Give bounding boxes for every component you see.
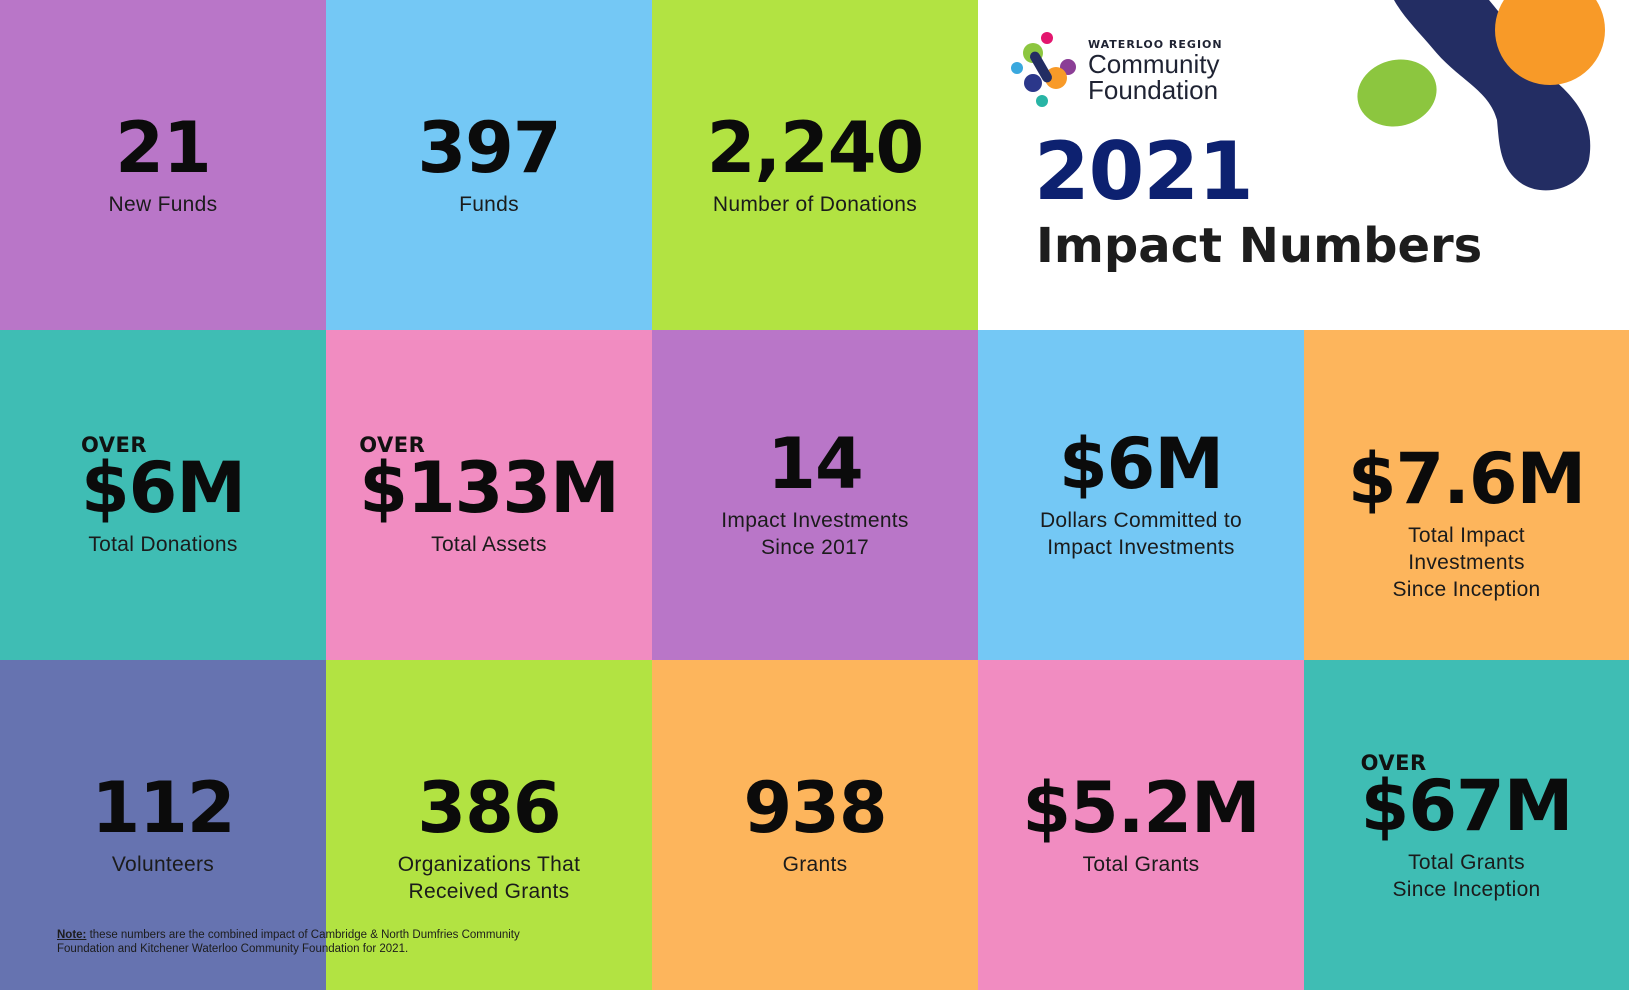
- footnote-text: these numbers are the combined impact of…: [57, 929, 520, 955]
- over-qualifier: OVER: [359, 432, 426, 457]
- tile-total-grants: $5.2M Total Grants: [978, 660, 1304, 990]
- tile-grants: 938 Grants: [652, 660, 978, 990]
- logo-line-2: Community: [1088, 49, 1220, 79]
- tile-label: Impact Investments Since 2017: [721, 509, 909, 559]
- tile-value: 2,240: [706, 106, 924, 189]
- community-foundation-logo: WATERLOO REGION Community Foundation: [1008, 28, 1248, 108]
- tile-label: Total Grants: [1082, 852, 1200, 876]
- page-title: Impact Numbers: [1036, 218, 1483, 274]
- tile-label: New Funds: [108, 192, 218, 216]
- tile-label: Total Grants Since Inception: [1392, 851, 1541, 901]
- header-panel: WATERLOO REGION Community Foundation 202…: [978, 0, 1629, 330]
- logo-line-3: Foundation: [1088, 75, 1219, 105]
- tile-label: Total Donations: [88, 532, 238, 556]
- tile-value: $5.2M: [1022, 766, 1260, 849]
- tile-volunteers: 112 Volunteers: [0, 660, 326, 990]
- community-foundation-logo-icon: [1011, 32, 1076, 107]
- tile-value: 938: [743, 766, 887, 849]
- tile-value: $7.6M: [1347, 437, 1586, 520]
- tile-value: $6M: [1058, 423, 1224, 505]
- tile-value: 112: [91, 766, 235, 849]
- tile-label: Volunteers: [111, 852, 215, 876]
- footnote: Note: these numbers are the combined imp…: [57, 928, 537, 956]
- tile-dollars-committed: $6M Dollars Committed to Impact Investme…: [978, 330, 1304, 660]
- tile-total-impact-investments: $7.6M Total Impact Investments Since Inc…: [1304, 330, 1629, 660]
- tile-total-donations: OVER $6M Total Donations: [0, 330, 326, 660]
- over-qualifier: OVER: [80, 432, 148, 457]
- tile-total-grants-since-inception: OVER $67M Total Grants Since Inception: [1304, 660, 1629, 990]
- tile-value: 386: [417, 767, 561, 849]
- tile-impact-investments: 14 Impact Investments Since 2017: [652, 330, 978, 660]
- tile-value: 397: [417, 106, 561, 189]
- tile-new-funds: 21 New Funds: [0, 0, 326, 330]
- tile-label: Total Impact Investments Since Inception: [1392, 523, 1541, 601]
- decorative-blob-icon: [1357, 0, 1605, 191]
- tile-organizations: 386 Organizations That Received Grants: [326, 660, 652, 990]
- tile-value: 14: [767, 423, 863, 505]
- tile-label: Organizations That Received Grants: [397, 853, 581, 903]
- logo-wordmark: WATERLOO REGION Community Foundation: [1088, 38, 1223, 103]
- footnote-prefix: Note:: [57, 929, 87, 941]
- tile-label: Total Assets: [431, 532, 547, 556]
- tile-value: $133M: [359, 446, 619, 529]
- tile-number-of-donations: 2,240 Number of Donations: [652, 0, 978, 330]
- tile-value: 21: [115, 106, 211, 189]
- tile-label: Grants: [782, 852, 848, 876]
- over-qualifier: OVER: [1360, 751, 1427, 775]
- tile-funds: 397 Funds: [326, 0, 652, 330]
- tile-total-assets: OVER $133M Total Assets: [326, 330, 652, 660]
- logo-line-1: WATERLOO REGION: [1088, 38, 1223, 51]
- report-year: 2021: [1034, 125, 1254, 218]
- tile-value: $6M: [80, 446, 246, 529]
- tile-value: $67M: [1360, 765, 1574, 847]
- tile-label: Dollars Committed to Impact Investments: [1039, 509, 1243, 559]
- tile-label: Funds: [459, 192, 519, 216]
- tile-label: Number of Donations: [712, 192, 918, 216]
